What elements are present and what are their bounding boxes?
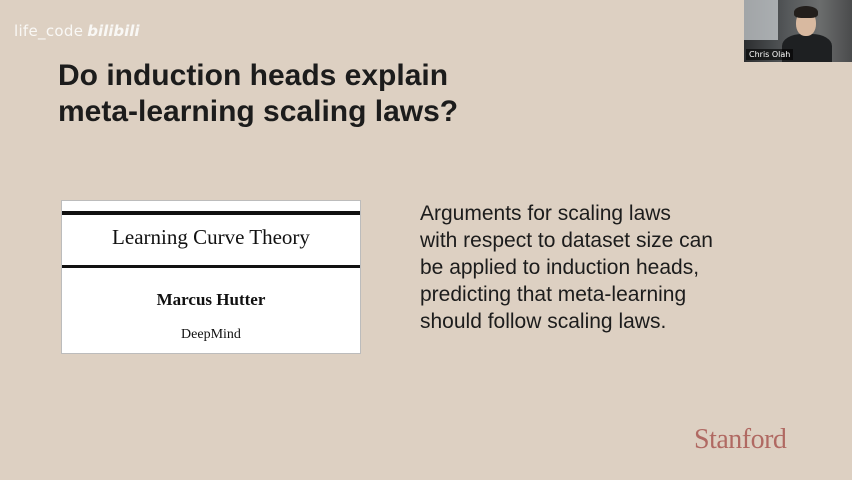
body-line: predicting that meta-learning [420,283,687,306]
paper-author: Marcus Hutter [156,290,266,309]
paper-title: Learning Curve Theory [112,225,310,249]
webcam-window [744,0,778,40]
body-line: be applied to induction heads, [420,256,700,279]
paper-title-image: Learning Curve Theory Marcus Hutter Deep… [61,200,361,354]
video-watermark: life_code bilibili [14,22,140,40]
stanford-logo: Stanford [694,424,787,455]
paper-bottom-rule [62,265,360,268]
body-line: Arguments for scaling laws [420,202,671,225]
slide-title-line: meta-learning scaling laws? [58,95,459,128]
paper-affiliation: DeepMind [181,327,241,342]
body-line: should follow scaling laws. [420,310,667,333]
speaker-name-tag: Chris Olah [746,49,794,60]
slide-body-text: Arguments for scaling laws with respect … [420,200,830,335]
speaker-hair [794,6,818,18]
watermark-text: life_code [14,22,84,40]
slide-title-line: Do induction heads explain [58,59,449,92]
slide-title: Do induction heads explain meta-learning… [58,58,618,130]
webcam-feed: Chris Olah [744,0,852,62]
bilibili-logo: bilibili [87,22,140,40]
body-line: with respect to dataset size can [420,229,713,252]
paper-top-rule [62,211,360,215]
